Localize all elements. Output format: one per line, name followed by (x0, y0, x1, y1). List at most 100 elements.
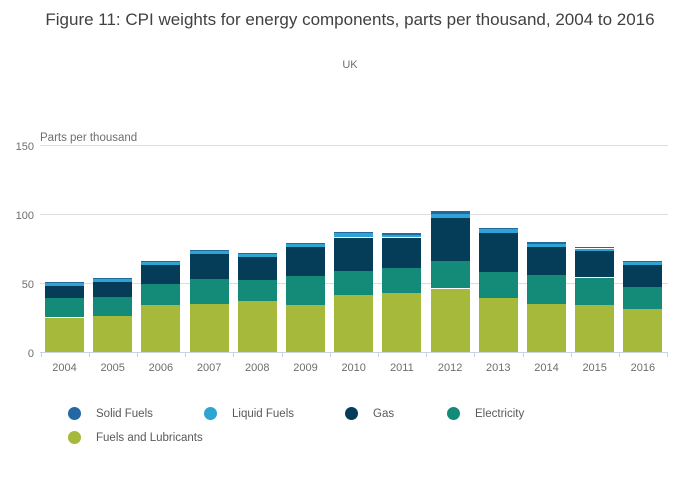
x-axis-tick (185, 352, 187, 357)
legend-label: Solid Fuels (96, 408, 153, 420)
bar-segment-2007-electricity[interactable] (189, 278, 229, 304)
x-tick-label-2005: 2005 (100, 362, 125, 374)
bar-segment-2006-solid-fuels[interactable] (141, 260, 181, 263)
bar-segment-2004-fuels-and-lubricants[interactable] (45, 317, 84, 352)
bar-segment-2006-gas[interactable] (141, 265, 181, 285)
x-axis-tick (40, 352, 42, 357)
fuels-and-lubricants-legend-dot-icon (68, 431, 81, 444)
legend-label: Fuels and Lubricants (96, 432, 203, 444)
bar-segment-2016-gas[interactable] (623, 265, 663, 288)
x-tick-label-2015: 2015 (582, 362, 607, 374)
bar-segment-2007-liquid-fuels[interactable] (189, 251, 229, 255)
bar-segment-2012-electricity[interactable] (430, 260, 470, 289)
x-axis-tick (426, 352, 428, 357)
bar-segment-2014-solid-fuels[interactable] (527, 241, 566, 245)
bar-segment-2006-electricity[interactable] (141, 284, 181, 306)
gridline-100 (40, 214, 668, 215)
gas-legend-dot-icon (345, 407, 358, 420)
bar-segment-2005-gas[interactable] (93, 281, 133, 297)
bar-segment-2006-liquid-fuels[interactable] (141, 262, 181, 266)
bar-segment-2009-gas[interactable] (286, 247, 325, 277)
bar-segment-2005-liquid-fuels[interactable] (93, 278, 133, 282)
y-axis-title: Parts per thousand (40, 132, 138, 144)
bar-segment-2011-fuels-and-lubricants[interactable] (382, 292, 422, 352)
bar-segment-2007-fuels-and-lubricants[interactable] (189, 303, 229, 352)
bar-segment-2007-solid-fuels[interactable] (189, 249, 229, 252)
x-axis-tick (136, 352, 138, 357)
bar-segment-2016-electricity[interactable] (623, 287, 663, 310)
bar-segment-2014-fuels-and-lubricants[interactable] (527, 303, 566, 352)
bar-segment-2005-solid-fuels[interactable] (93, 277, 133, 279)
bar-segment-2009-electricity[interactable] (286, 276, 325, 306)
bar-segment-2015-liquid-fuels[interactable] (575, 248, 615, 252)
bar-segment-2008-liquid-fuels[interactable] (237, 254, 277, 257)
bar-segment-2010-fuels-and-lubricants[interactable] (334, 295, 374, 352)
y-tick-label-100: 100 (15, 210, 34, 222)
bar-segment-2007-gas[interactable] (189, 254, 229, 279)
bar-segment-2004-electricity[interactable] (45, 298, 84, 318)
bar-segment-2013-liquid-fuels[interactable] (478, 229, 518, 234)
bar-segment-2004-solid-fuels[interactable] (45, 281, 84, 283)
x-tick-label-2013: 2013 (486, 362, 511, 374)
x-axis-tick (377, 352, 379, 357)
bar-segment-2014-gas[interactable] (527, 247, 566, 275)
bar-segment-2009-liquid-fuels[interactable] (286, 244, 325, 248)
bar-segment-2012-liquid-fuels[interactable] (430, 214, 470, 219)
bar-segment-2016-liquid-fuels[interactable] (623, 262, 663, 266)
bar-segment-2013-gas[interactable] (478, 233, 518, 272)
bar-segment-2010-solid-fuels[interactable] (334, 231, 374, 234)
chart-title: Figure 11: CPI weights for energy compon… (45, 10, 655, 29)
bar-segment-2014-electricity[interactable] (527, 274, 566, 304)
bar-segment-2011-solid-fuels[interactable] (382, 233, 422, 235)
x-tick-label-2011: 2011 (390, 362, 414, 374)
gridline-150 (40, 145, 668, 146)
bar-segment-2013-solid-fuels[interactable] (478, 227, 518, 230)
bar-segment-2004-gas[interactable] (45, 285, 84, 299)
bar-segment-2015-fuels-and-lubricants[interactable] (575, 305, 615, 352)
bar-segment-2012-gas[interactable] (430, 218, 470, 261)
x-axis-line (40, 352, 668, 353)
bar-segment-2008-fuels-and-lubricants[interactable] (237, 300, 277, 352)
bar-segment-2012-solid-fuels[interactable] (430, 211, 470, 214)
bar-segment-2005-electricity[interactable] (93, 296, 133, 317)
bar-segment-2011-electricity[interactable] (382, 267, 422, 293)
x-tick-label-2004: 2004 (52, 362, 77, 374)
x-axis-tick (474, 352, 476, 357)
bar-segment-2010-gas[interactable] (334, 237, 374, 271)
bar-segment-2004-liquid-fuels[interactable] (45, 283, 84, 286)
x-tick-label-2012: 2012 (437, 362, 463, 374)
bar-segment-2014-liquid-fuels[interactable] (527, 244, 566, 248)
bar-segment-2013-electricity[interactable] (478, 272, 518, 299)
bar-segment-2008-electricity[interactable] (237, 280, 277, 301)
bar-segment-2005-fuels-and-lubricants[interactable] (93, 316, 133, 352)
legend-label: Liquid Fuels (232, 408, 295, 420)
bar-segment-2011-liquid-fuels[interactable] (382, 234, 422, 238)
bar-segment-2015-electricity[interactable] (575, 277, 615, 306)
bar-segment-2013-fuels-and-lubricants[interactable] (478, 298, 518, 352)
y-tick-label-0: 0 (27, 348, 34, 360)
x-axis-tick (233, 352, 235, 357)
bar-segment-2009-solid-fuels[interactable] (286, 243, 325, 245)
bar-segment-2015-gas[interactable] (575, 251, 615, 278)
bar-segment-2010-electricity[interactable] (334, 270, 374, 296)
bar-segment-2011-gas[interactable] (382, 237, 422, 268)
bar-segment-2016-fuels-and-lubricants[interactable] (623, 309, 663, 352)
bar-segment-2006-fuels-and-lubricants[interactable] (141, 305, 181, 352)
x-axis-tick (618, 352, 620, 357)
bar-segment-2009-fuels-and-lubricants[interactable] (286, 305, 325, 352)
legend-label: Electricity (475, 408, 525, 420)
bar-segment-2008-gas[interactable] (237, 256, 277, 281)
bar-segment-2016-solid-fuels[interactable] (623, 260, 663, 263)
y-tick-label-50: 50 (21, 279, 34, 291)
chart-subtitle: UK (342, 59, 358, 71)
bar-segment-2010-liquid-fuels[interactable] (334, 233, 374, 238)
bar-segment-2008-solid-fuels[interactable] (237, 252, 277, 254)
bar-segment-2015-solid-fuels[interactable] (575, 247, 615, 249)
x-axis-tick (88, 352, 90, 357)
x-tick-label-2010: 2010 (341, 362, 366, 374)
x-tick-label-2007: 2007 (196, 362, 222, 374)
bar-segment-2012-fuels-and-lubricants[interactable] (430, 288, 470, 352)
x-tick-label-2016: 2016 (630, 362, 656, 374)
x-axis-tick (281, 352, 283, 357)
